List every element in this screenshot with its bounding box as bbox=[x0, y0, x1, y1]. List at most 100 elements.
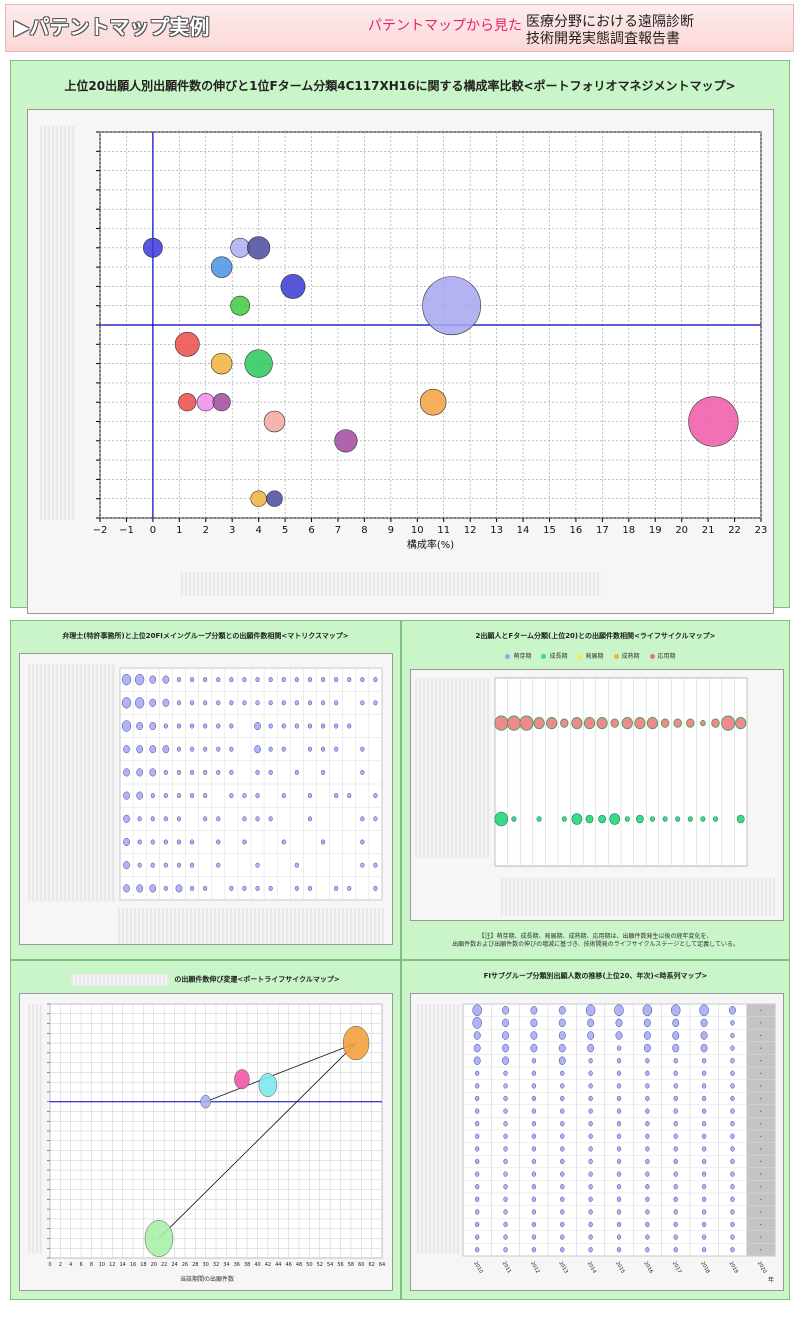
matrix-collabel-blank bbox=[118, 908, 384, 944]
matrix-bubble bbox=[360, 677, 365, 683]
port-x-tick-label: 22 bbox=[161, 1262, 167, 1268]
matrix-bubble bbox=[294, 862, 299, 868]
matrix-bubble bbox=[176, 862, 181, 868]
matrix-bubble bbox=[190, 862, 195, 868]
matrix-bubble bbox=[281, 700, 286, 706]
matrix-bubble bbox=[190, 885, 195, 891]
timeseries-bubble bbox=[503, 1121, 508, 1127]
timeseries-bubble bbox=[475, 1247, 480, 1253]
timeseries-bubble bbox=[673, 1133, 678, 1139]
timeseries-bubble bbox=[585, 1004, 596, 1017]
matrix-bubble bbox=[360, 746, 365, 752]
matrix-bubble bbox=[190, 793, 195, 799]
timeseries-bubble bbox=[615, 1031, 623, 1040]
timeseries-bubble bbox=[730, 1032, 735, 1039]
matrix-bubble bbox=[123, 884, 130, 893]
matrix-bubble bbox=[121, 673, 132, 686]
timeseries-bubble bbox=[645, 1133, 650, 1139]
lifecycle-bubble bbox=[721, 715, 736, 731]
legend-item: 成長期 bbox=[541, 653, 567, 660]
port-x-tick-label: 0 bbox=[48, 1262, 51, 1268]
matrix-bubble bbox=[176, 839, 181, 845]
port-x-tick-label: 48 bbox=[296, 1262, 302, 1268]
matrix-bubble bbox=[190, 839, 195, 845]
timeseries-bubble bbox=[616, 1158, 622, 1165]
matrix-bubble bbox=[163, 862, 168, 868]
port-lifecycle-ylabel-blank bbox=[28, 1004, 42, 1254]
matrix-bubble bbox=[149, 884, 157, 893]
port-x-tick-label: 56 bbox=[337, 1262, 343, 1268]
timeseries-bubble bbox=[645, 1070, 650, 1076]
data-bubble bbox=[174, 331, 200, 357]
port-x-tick-label: 8 bbox=[90, 1262, 93, 1268]
data-bubble bbox=[142, 237, 163, 258]
timeseries-bubble bbox=[616, 1184, 622, 1190]
legend-item: 萌芽期 bbox=[505, 653, 531, 660]
matrix-bubble bbox=[255, 793, 260, 799]
matrix-bubble bbox=[229, 746, 234, 752]
matrix-frame bbox=[19, 653, 393, 945]
matrix-bubble bbox=[216, 769, 221, 775]
matrix-bubble bbox=[229, 723, 234, 729]
data-bubble bbox=[212, 393, 231, 412]
timeseries-bubble bbox=[730, 1196, 735, 1202]
timeseries-bubble bbox=[588, 1196, 593, 1202]
timeseries-bubble bbox=[531, 1196, 537, 1202]
timeseries-bubble bbox=[503, 1184, 508, 1190]
timeseries-bubble bbox=[730, 1045, 735, 1051]
matrix-bubble bbox=[334, 793, 339, 799]
port-x-tick-label: 36 bbox=[234, 1262, 240, 1268]
timeseries-year-label: 2010 bbox=[472, 1260, 484, 1274]
timeseries-bubble bbox=[701, 1108, 707, 1114]
x-tick-label: 17 bbox=[596, 525, 609, 536]
matrix-bubble bbox=[307, 723, 313, 729]
matrix-bubble bbox=[176, 769, 181, 775]
matrix-rowlabel-blank bbox=[28, 664, 116, 902]
timeseries-bubble bbox=[701, 1184, 707, 1190]
matrix-bubble bbox=[268, 723, 273, 729]
lifecycle-bubble bbox=[571, 813, 583, 825]
lifecycle-bubble bbox=[583, 717, 596, 730]
timeseries-bubble bbox=[672, 1018, 680, 1028]
lifecycle-bubble bbox=[506, 715, 521, 731]
timeseries-bubble bbox=[673, 1247, 678, 1253]
port-x-tick-label: 20 bbox=[151, 1262, 157, 1268]
timeseries-bubble bbox=[614, 1004, 624, 1017]
timeseries-bubble bbox=[673, 1209, 678, 1215]
timeseries-bubble bbox=[473, 1056, 481, 1065]
timeseries-bubble bbox=[673, 1058, 678, 1064]
matrix-bubble bbox=[294, 700, 299, 706]
timeseries-bubble bbox=[588, 1171, 593, 1177]
timeseries-bubble bbox=[730, 1184, 735, 1190]
matrix-bubble bbox=[242, 793, 247, 799]
timeseries-frame: 2010 2011 2012 2013 2014 2015 2016 2017 2018 2019… bbox=[410, 993, 784, 1291]
main-chart-frame: −2 −1 0 1 2 3 4 5 6 7 8 9 10 11 12 13 14 15 16 17 18 19 20 21 22… bbox=[27, 109, 774, 614]
timeseries-bubble bbox=[558, 1043, 566, 1053]
timeseries-bubble bbox=[588, 1108, 593, 1114]
timeseries-bubble bbox=[531, 1070, 537, 1076]
timeseries-dot bbox=[760, 1223, 762, 1226]
timeseries-bubble bbox=[588, 1234, 593, 1240]
timeseries-bubble bbox=[673, 1083, 678, 1089]
matrix-bubble bbox=[373, 677, 378, 683]
matrix-bubble bbox=[242, 700, 247, 706]
lifecycle-bubble bbox=[735, 717, 747, 730]
lifecycle-bubble bbox=[712, 816, 718, 822]
lifecycle-bubble bbox=[650, 816, 656, 822]
matrix-bubble bbox=[135, 673, 145, 686]
timeseries-bubble bbox=[503, 1095, 508, 1102]
timeseries-dot bbox=[760, 1009, 762, 1011]
data-bubble bbox=[266, 490, 283, 507]
matrix-bubble bbox=[136, 791, 144, 800]
data-bubble bbox=[688, 396, 739, 447]
matrix-bubble bbox=[307, 885, 313, 891]
timeseries-bubble bbox=[560, 1234, 565, 1240]
port-x-tick-label: 40 bbox=[254, 1262, 260, 1268]
timeseries-bubble bbox=[645, 1247, 650, 1253]
port-bubble bbox=[200, 1094, 211, 1109]
timeseries-bubble bbox=[588, 1058, 593, 1064]
timeseries-bubble bbox=[475, 1171, 480, 1177]
x-tick-label: 8 bbox=[361, 525, 367, 536]
matrix-bubble bbox=[150, 793, 155, 799]
timeseries-bubble bbox=[475, 1184, 480, 1190]
